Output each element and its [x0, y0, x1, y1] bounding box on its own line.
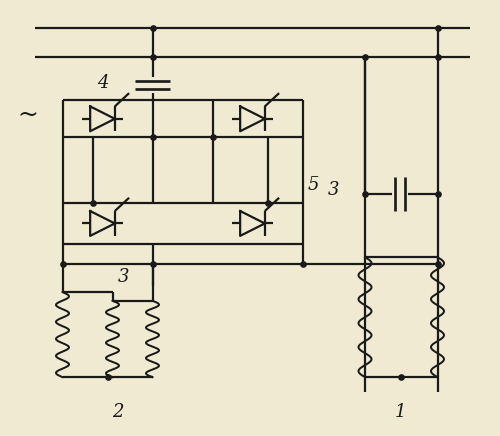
Text: 3: 3 — [118, 268, 129, 286]
Text: 1: 1 — [395, 403, 406, 421]
Text: 2: 2 — [112, 403, 124, 421]
Text: ~: ~ — [18, 104, 38, 127]
Text: 3: 3 — [328, 181, 339, 199]
Text: 4: 4 — [98, 74, 109, 92]
Text: 5: 5 — [308, 176, 319, 194]
